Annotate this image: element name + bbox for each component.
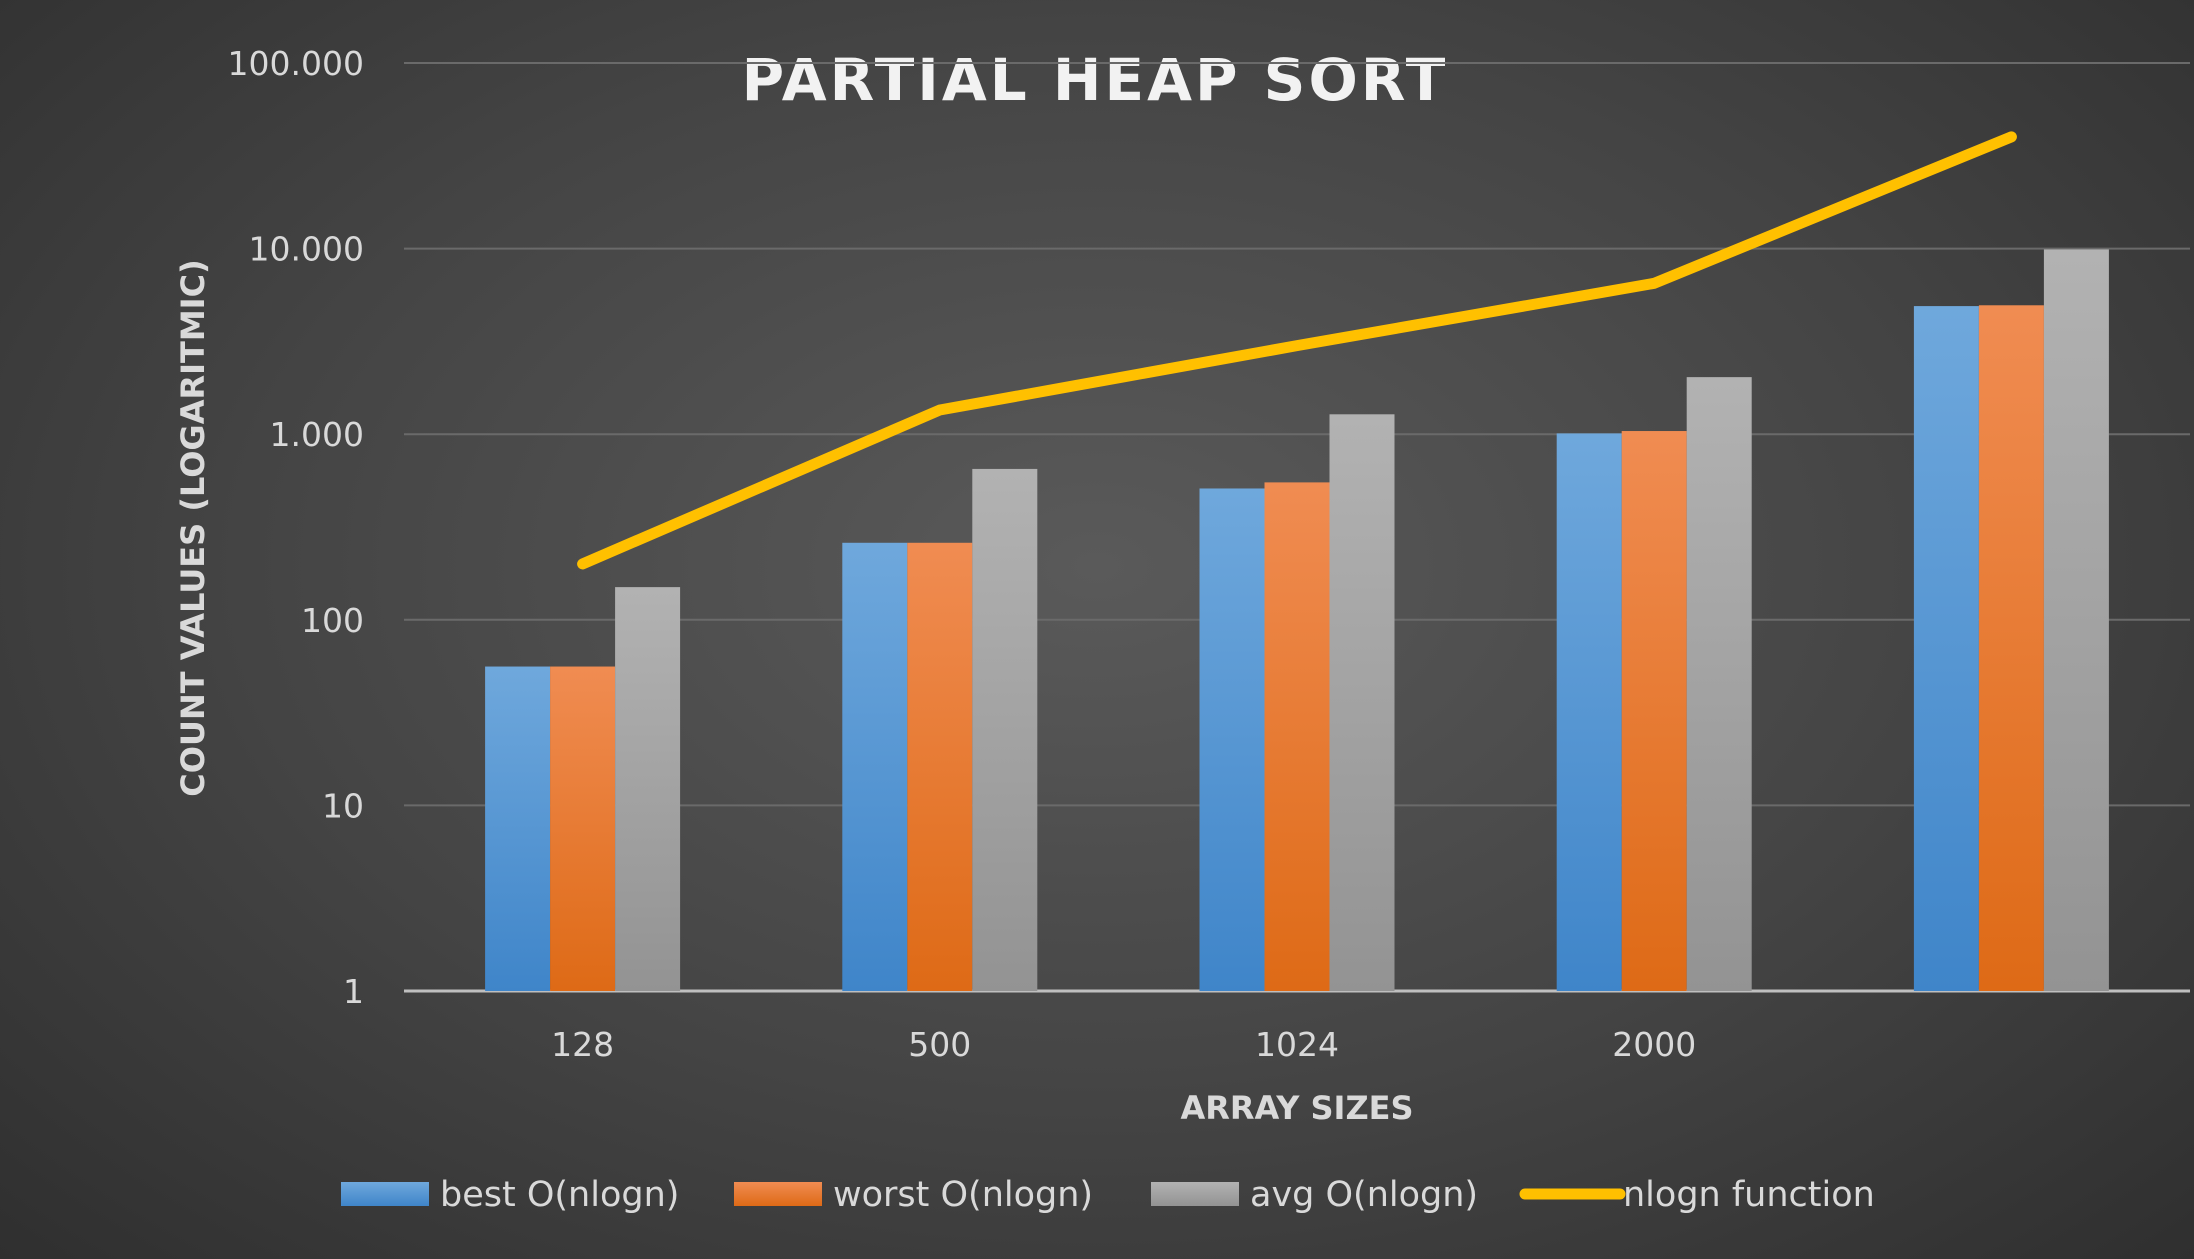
x-tick-label: 500 <box>908 1025 971 1064</box>
y-axis-ticks: 1 10 100 1.000 10.000 100.000 <box>228 44 364 1011</box>
legend-label: avg O(nlogn) <box>1250 1175 1478 1215</box>
bar-avg <box>615 587 681 991</box>
y-tick-label: 1 <box>343 972 364 1011</box>
legend-swatch <box>1151 1182 1239 1206</box>
legend-label: nlogn function <box>1623 1175 1875 1215</box>
legend-swatch <box>341 1182 429 1206</box>
x-tick-label: 2000 <box>1612 1025 1696 1064</box>
bar-worst <box>550 666 616 991</box>
bar-avg <box>1329 414 1395 991</box>
bars <box>485 249 2109 992</box>
bar-best <box>1556 433 1622 991</box>
legend: best O(nlogn) worst O(nlogn) avg O(nlogn) n… <box>341 1175 1875 1215</box>
bar-best <box>1913 306 1979 991</box>
y-tick-label: 10.000 <box>249 230 364 269</box>
bar-worst <box>907 542 973 991</box>
bar-avg <box>972 468 1038 991</box>
bar-worst <box>1978 305 2044 992</box>
x-axis-ticks: 128 500 1024 2000 <box>551 1025 1696 1064</box>
y-axis-label: COUNT VALUES (LOGARITMIC) <box>174 259 212 796</box>
y-tick-label: 1.000 <box>270 415 364 454</box>
legend-label: worst O(nlogn) <box>833 1175 1093 1215</box>
y-tick-label: 10 <box>322 786 364 825</box>
bar-avg <box>1686 377 1752 991</box>
nlogn-function-line <box>577 131 2017 570</box>
x-tick-label: 128 <box>551 1025 614 1064</box>
bar-worst <box>1621 431 1687 992</box>
legend-swatch <box>734 1182 822 1206</box>
bar-worst <box>1264 482 1330 991</box>
legend-label: best O(nlogn) <box>440 1175 679 1215</box>
y-tick-label: 100 <box>301 601 364 640</box>
x-axis-label: ARRAY SIZES <box>1180 1089 1413 1127</box>
bar-best <box>842 542 908 991</box>
bar-best <box>485 666 551 991</box>
bar-avg <box>2043 249 2109 992</box>
nlogn-line <box>577 131 2017 570</box>
x-tick-label: 1024 <box>1255 1025 1339 1064</box>
bar-best <box>1199 488 1265 991</box>
y-tick-label: 100.000 <box>228 44 364 83</box>
chart-title: PARTIAL HEAP SORT <box>742 46 1449 114</box>
